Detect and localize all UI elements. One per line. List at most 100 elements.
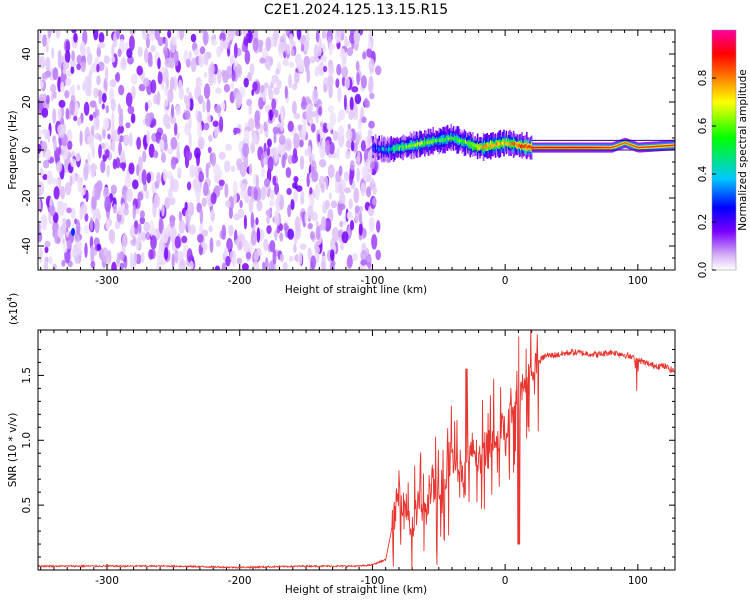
spectrogram-blob — [293, 176, 299, 183]
spectrogram-blob — [80, 203, 88, 216]
spectrogram-blob — [38, 143, 42, 154]
spectrogram-blob — [266, 61, 271, 71]
spectrogram-blob — [169, 214, 175, 230]
spectrogram-blob — [152, 118, 157, 127]
spectrogram-blob — [103, 117, 110, 130]
spectrogram-blob — [320, 54, 327, 63]
spectrogram-blob — [118, 112, 124, 128]
spectrogram-blob — [111, 111, 115, 128]
ridge-segment — [522, 145, 524, 149]
colorbar-frame — [711, 29, 737, 271]
spectrogram-blob — [46, 94, 50, 105]
spectrogram-blob — [47, 129, 51, 143]
spectrogram-blob — [354, 205, 361, 214]
ridge-segment — [492, 143, 494, 148]
spectrogram-blob — [174, 50, 179, 67]
spectrogram-blob — [138, 156, 143, 172]
spectrogram-blob — [360, 249, 367, 262]
ridge-segment — [570, 146, 572, 149]
spectrogram-ylabel: Frequency (Hz) — [7, 110, 19, 189]
spectrogram-blob — [292, 182, 297, 189]
ridge-segment — [479, 146, 481, 150]
ridge-segment — [391, 146, 394, 150]
spectrogram-blob — [207, 162, 211, 169]
spectrogram-blob — [150, 235, 157, 250]
spectrogram-blob — [89, 114, 94, 121]
spectrogram-blob — [346, 47, 354, 57]
spectrogram-blob — [92, 111, 97, 118]
spectrogram-blob — [186, 248, 193, 263]
ridge-segment — [572, 146, 575, 149]
colorbar-tick-label: 0.8 — [697, 70, 709, 87]
spectrogram-blob — [38, 222, 41, 233]
spectrogram-blob — [252, 81, 258, 92]
colorbar-tick-label: 0.0 — [697, 262, 709, 279]
spectrogram-blob — [152, 202, 157, 218]
spectrogram-blob — [241, 44, 246, 52]
spectrogram-blob — [341, 66, 348, 78]
spectrogram-blob — [220, 101, 226, 112]
ridge-segment — [383, 147, 385, 152]
colorbar-tick-label: 0.2 — [697, 214, 709, 231]
spectrogram-blob — [315, 226, 321, 240]
spectrogram-blob — [328, 192, 333, 200]
ridge-segment — [395, 147, 397, 151]
spectrogram-blob — [287, 154, 294, 165]
x-tick-label: 100 — [628, 275, 648, 287]
spectrogram-frame — [37, 29, 676, 271]
spectrogram-blob — [310, 111, 318, 118]
spectrogram-blob — [38, 54, 42, 70]
spectrogram-blob — [102, 129, 106, 140]
spectrogram-blob — [349, 96, 354, 111]
spectrogram-blob — [332, 130, 339, 142]
ridge-segment — [474, 143, 476, 147]
spectrogram-blob — [93, 87, 99, 99]
spectrogram-blob — [339, 191, 346, 208]
spectrogram-blob — [144, 102, 149, 112]
ridge-segment — [637, 146, 640, 149]
ridge-segment — [618, 144, 620, 146]
ridge-segment — [624, 142, 626, 144]
spectrogram-blob — [98, 94, 102, 105]
ridge-segment — [476, 145, 479, 150]
spectrogram-blob — [218, 179, 225, 187]
spectrogram-blob — [283, 223, 289, 231]
spectrogram-blob — [329, 112, 337, 126]
spectrogram-blob — [235, 91, 243, 106]
spectrogram-blob — [288, 33, 294, 44]
spectrogram-blob — [105, 105, 109, 114]
spectrogram-blob — [310, 123, 316, 133]
ridge-segment — [439, 138, 442, 143]
spectrogram-blob — [49, 205, 56, 216]
spectrogram-blob — [360, 259, 367, 266]
spectrogram-blob — [371, 234, 378, 250]
spectrogram-blob — [197, 95, 204, 105]
spectrogram-blob — [109, 79, 117, 88]
spectrogram-blob — [245, 33, 250, 44]
ridge-segment — [571, 146, 574, 149]
spectrogram-blob — [309, 193, 315, 209]
spectrogram-blob — [153, 150, 159, 159]
y-tick-label: 40 — [21, 47, 33, 60]
spectrogram-blob — [263, 238, 269, 251]
spectrogram-blob — [300, 196, 305, 205]
spectrogram-blob — [43, 261, 49, 270]
ridge-segment — [629, 143, 631, 146]
ridge-segment — [438, 138, 440, 142]
spectrogram-blob — [86, 46, 91, 55]
spectrogram-blob — [60, 186, 65, 200]
spectrogram-blob — [272, 175, 277, 186]
spectrogram-blob — [367, 129, 373, 137]
spectrogram-blob — [65, 77, 72, 86]
spectrogram-blob — [323, 83, 328, 93]
spectrogram-blob — [128, 35, 135, 51]
spectrogram-blob — [96, 63, 100, 73]
ridge-segment — [661, 145, 664, 147]
spectrogram-blob — [88, 69, 92, 85]
spectrogram-blob — [116, 30, 121, 40]
spectrogram-blob — [372, 197, 377, 206]
spectrogram-blob — [226, 238, 233, 253]
spectrogram-blob — [70, 207, 76, 219]
ridge-segment — [601, 146, 604, 149]
